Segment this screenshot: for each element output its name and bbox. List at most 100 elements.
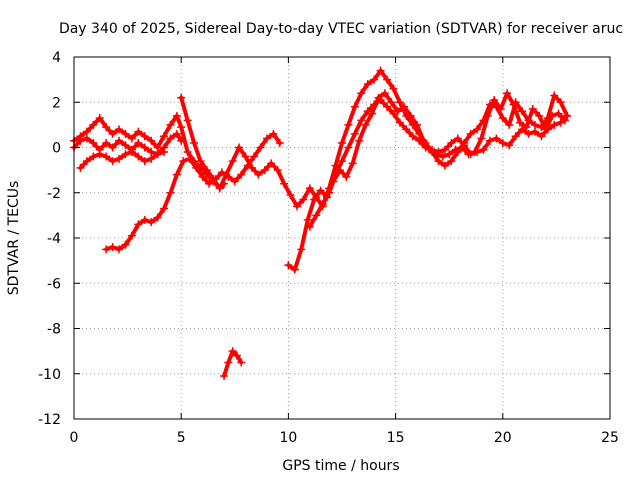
x-tick-label: 0 [70,430,79,446]
data-point [196,157,205,166]
data-point [247,163,256,172]
data-point [224,358,233,367]
data-point [220,372,229,381]
data-point [421,143,430,152]
data-point [550,91,559,100]
y-tick-label: -10 [38,367,61,383]
data-point [267,159,276,168]
data-point [228,157,237,166]
data-point [82,157,91,166]
data-point [89,120,98,129]
data-point [400,102,409,111]
data-point [235,143,244,152]
data-point [408,132,417,141]
data-point [260,166,269,175]
data-point [160,204,169,213]
data-point [528,105,537,114]
data-point [89,138,98,147]
data-point [108,129,117,138]
data-point [115,125,124,134]
data-point [389,109,398,118]
data-point [466,150,475,159]
data-point [147,154,156,163]
data-point [134,220,143,229]
data-point [134,138,143,147]
data-point [305,184,314,193]
data-point [102,152,111,161]
data-point [172,129,181,138]
data-point [477,134,486,143]
data-point [160,148,169,157]
data-point [383,75,392,84]
data-point [147,148,156,157]
data-point [509,100,518,109]
data-point [522,123,531,132]
data-point [140,143,149,152]
data-point [102,138,111,147]
y-tick-label: -2 [47,186,61,202]
data-point [434,148,443,157]
data-point [237,358,246,367]
data-point [556,98,565,107]
data-point [297,245,306,254]
data-point [505,141,514,150]
data-point [447,157,456,166]
x-tick-label: 15 [387,430,405,446]
y-tick-label: 2 [52,95,61,111]
data-point [440,161,449,170]
data-point [395,118,404,127]
data-point [269,129,278,138]
data-point [361,120,370,129]
data-point [232,351,241,360]
data-point [177,93,186,102]
data-point [387,98,396,107]
data-point [453,134,462,143]
data-point [303,215,312,224]
y-axis-label: SDTVAR / TECUs [6,181,22,296]
data-point [413,120,422,129]
data-point [209,175,218,184]
data-point [95,114,104,123]
data-point [498,114,507,123]
x-tick-label: 10 [279,430,297,446]
data-point [273,166,282,175]
data-point [338,138,346,147]
chart-title: Day 340 of 2025, Sidereal Day-to-day VTE… [59,21,623,37]
data-point [518,125,527,134]
data-point [140,215,149,224]
data-point [445,150,454,159]
data-point [370,75,379,84]
data-layer [70,66,572,381]
data-point [82,134,91,143]
data-point [140,157,149,166]
series-track-8 [305,95,572,231]
data-point [434,157,443,166]
data-point [108,243,117,252]
x-tick-label: 20 [494,430,512,446]
data-point [299,195,308,204]
data-point [325,188,334,197]
data-point [348,159,357,168]
y-tick-label: -4 [47,231,61,247]
data-point [115,154,124,163]
data-point [127,148,136,157]
data-point [108,143,117,152]
y-tick-label: 4 [52,50,61,66]
y-tick-label: -6 [47,276,61,292]
data-point [115,136,124,145]
data-point [160,132,169,141]
data-point [127,134,136,143]
data-point [172,111,181,120]
data-point [485,136,494,145]
data-point [177,136,186,145]
data-point [228,347,237,356]
data-point [241,152,250,161]
data-point [460,141,469,150]
data-point [338,157,346,166]
data-point [530,127,539,136]
data-point [440,145,449,154]
data-point [402,125,411,134]
data-point [524,129,533,138]
data-point [438,152,447,161]
